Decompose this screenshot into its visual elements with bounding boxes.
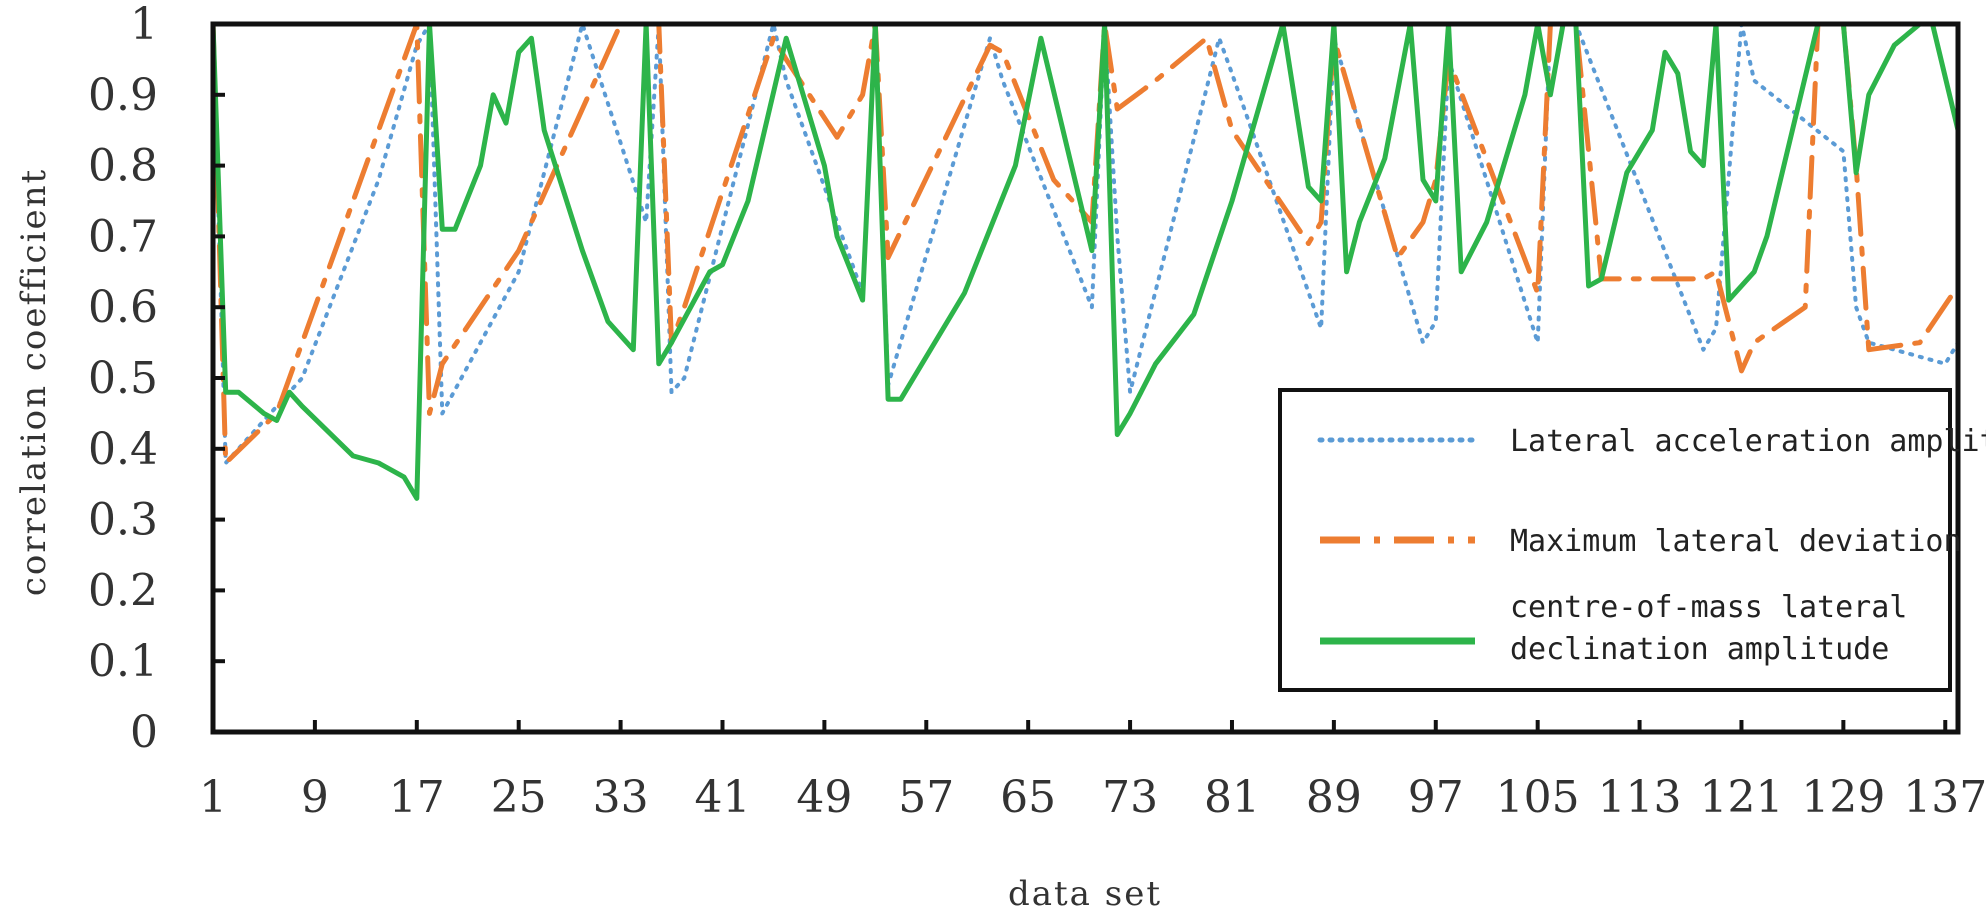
y-tick-label: 0.8 [88,141,158,192]
y-tick-label: 0.7 [88,211,158,262]
y-tick-label: 1 [130,0,158,50]
y-axis-title: correlation coefficient [14,168,54,596]
x-tick-label: 113 [1598,772,1682,823]
x-tick-label: 65 [1000,772,1056,823]
y-tick-label: 0.3 [88,495,158,546]
x-tick-label: 33 [593,772,649,823]
x-tick-label: 1 [199,772,227,823]
x-tick-label: 49 [796,772,852,823]
x-tick-label: 17 [389,772,445,823]
ticks-layer: 1 9 17 25 33 41 49 57 65 73 81 89 97 105 113 121 129 137 0… [88,0,1986,823]
legend-label-lateral-acceleration: Lateral acceleration amplitude [1510,424,1986,459]
legend: Lateral acceleration amplitude Maximum l… [1278,388,1986,692]
x-tick-label: 73 [1102,772,1158,823]
x-tick-label: 57 [898,772,954,823]
series-line-centre-of-mass-lateral-declination-amplitude [210,21,1961,501]
x-tick-label: 9 [301,772,329,823]
x-tick-label: 41 [694,772,750,823]
x-tick-label: 121 [1699,772,1783,823]
y-tick-label: 0 [130,707,158,758]
y-tick-label: 0.5 [88,353,158,404]
y-tick-label: 0.1 [88,636,158,687]
legend-label-maximum-deviation: Maximum lateral deviation [1510,524,1962,559]
x-tick-label: 97 [1408,772,1464,823]
x-axis-title: data set [1008,874,1162,914]
x-tick-label: 81 [1204,772,1260,823]
legend-label-centre-of-mass: centre-of-mass lateral declination ampli… [1510,590,1925,667]
y-tick-label: 0.4 [88,424,158,475]
y-tick-label: 0.2 [88,565,158,616]
x-tick-label: 105 [1496,772,1580,823]
x-tick-label: 129 [1801,772,1885,823]
y-tick-label: 0.9 [88,70,158,121]
x-tick-label: 89 [1306,772,1362,823]
x-tick-label: 25 [491,772,547,823]
x-tick-label: 137 [1903,772,1986,823]
y-tick-label: 0.6 [88,282,158,333]
series-line-lateral-acceleration-amplitude [211,22,1960,465]
